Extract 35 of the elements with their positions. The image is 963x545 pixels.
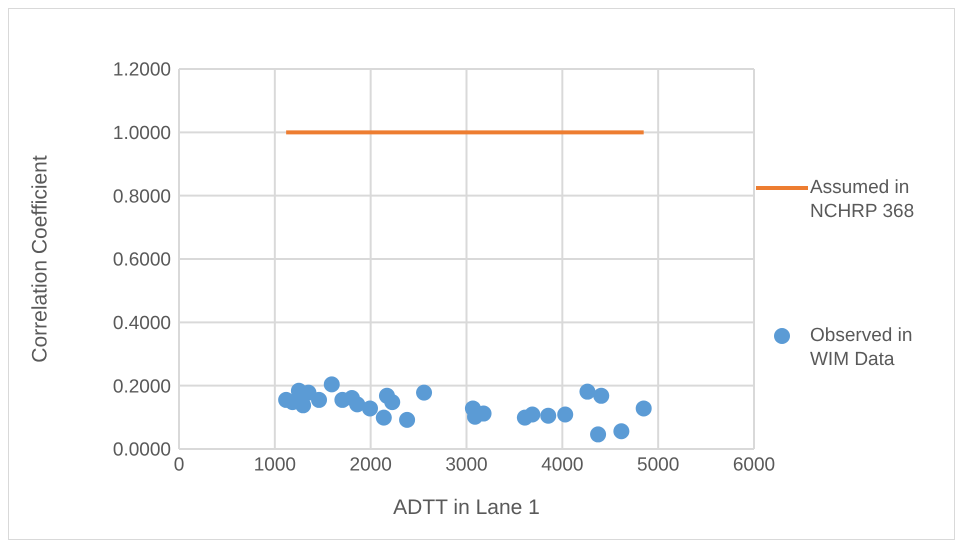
point	[524, 406, 540, 422]
point	[593, 388, 610, 404]
x-tick-label: 2000	[350, 454, 392, 476]
x-tick-label: 1000	[254, 454, 296, 476]
point	[557, 406, 574, 422]
point	[362, 400, 378, 416]
point	[349, 396, 366, 412]
x-tick-label: 0	[174, 454, 184, 476]
point	[579, 384, 596, 400]
x-tick-label: 3000	[445, 454, 488, 476]
y-tick-label: 0.4000	[112, 313, 171, 334]
point	[540, 408, 556, 424]
y-tick-label: 1.0000	[112, 123, 171, 144]
legend-label: Observed in WIM Data	[810, 324, 914, 372]
point	[613, 423, 630, 440]
y-axis-title: Correlation Coefficient	[28, 155, 52, 363]
y-tick-label: 0.8000	[112, 186, 171, 208]
point	[384, 394, 400, 410]
point	[590, 426, 606, 442]
x-tick-label: 6000	[732, 454, 776, 476]
point	[311, 392, 328, 408]
point	[324, 376, 340, 392]
y-tick-label: 0.6000	[112, 250, 171, 271]
point	[636, 400, 652, 416]
y-tick-label: 0.0000	[112, 440, 171, 461]
x-axis-title: ADTT in Lane 1	[393, 496, 540, 519]
point	[399, 412, 416, 428]
x-tick-label: 4000	[541, 454, 584, 476]
x-tick-label: 5000	[637, 454, 680, 476]
point	[295, 397, 312, 414]
y-tick-label: 0.2000	[112, 376, 171, 398]
y-tick-label: 1.2000	[112, 60, 171, 81]
legend-label: Assumed in NCHRP 368	[810, 176, 916, 224]
point	[416, 384, 432, 401]
point	[376, 410, 392, 426]
